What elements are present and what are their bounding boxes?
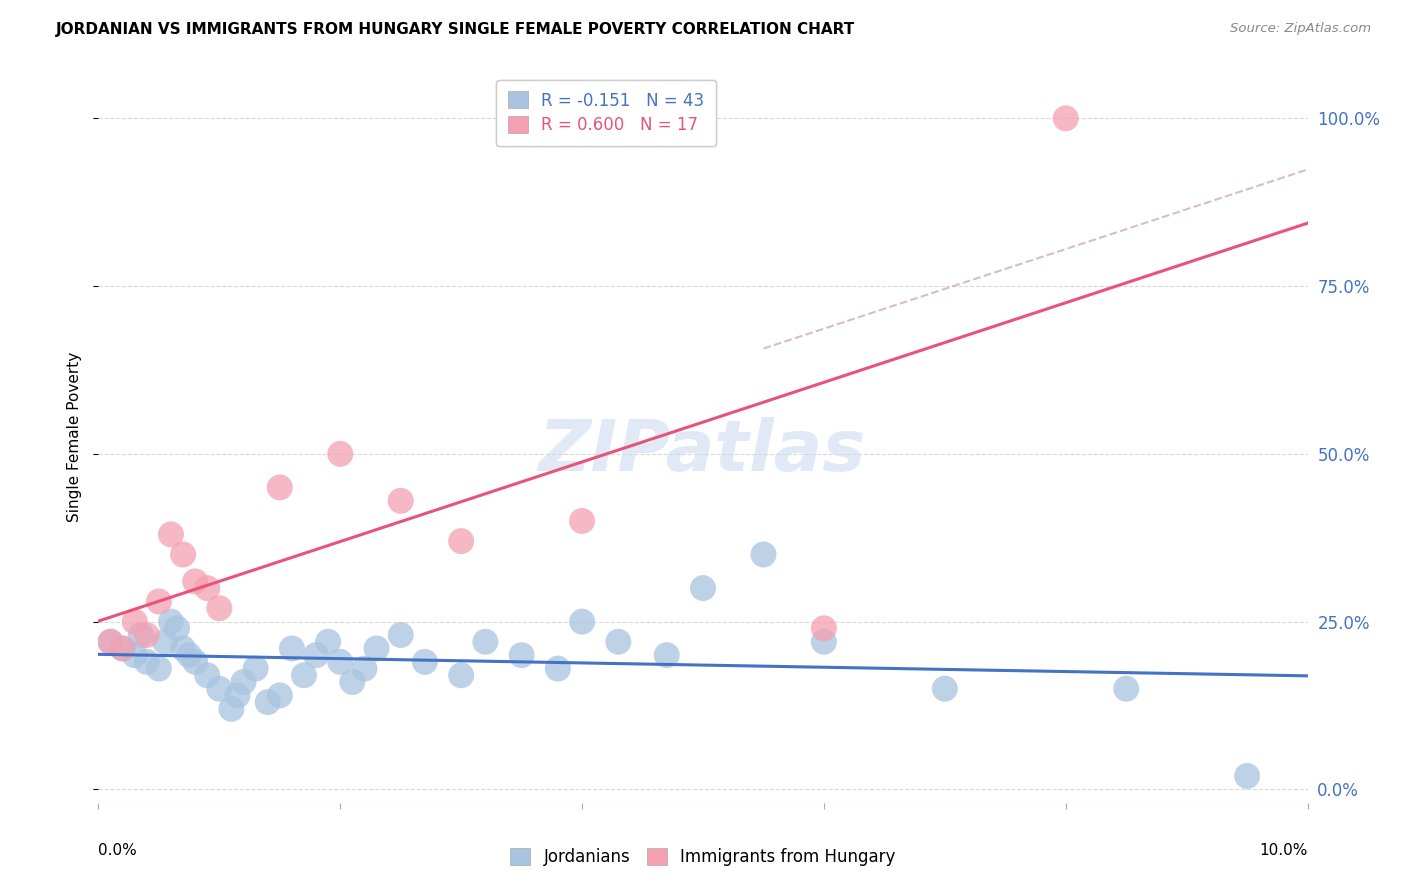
Point xyxy=(208,681,231,696)
Point xyxy=(111,641,134,656)
Point xyxy=(129,628,152,642)
Point xyxy=(353,662,375,676)
Point xyxy=(269,689,291,703)
Point xyxy=(281,641,304,656)
Point xyxy=(208,601,231,615)
Point xyxy=(389,628,412,642)
Text: ZIPatlas: ZIPatlas xyxy=(540,417,866,486)
Point xyxy=(316,634,339,648)
Point xyxy=(135,655,157,669)
Point xyxy=(655,648,678,662)
Point xyxy=(292,668,315,682)
Point xyxy=(813,634,835,648)
Legend: R = -0.151   N = 43, R = 0.600   N = 17: R = -0.151 N = 43, R = 0.600 N = 17 xyxy=(496,79,716,146)
Point xyxy=(1054,112,1077,126)
Point xyxy=(153,634,176,648)
Point xyxy=(160,527,183,541)
Point xyxy=(135,628,157,642)
Point xyxy=(413,655,436,669)
Point xyxy=(342,675,364,690)
Text: 10.0%: 10.0% xyxy=(1260,843,1308,858)
Text: Source: ZipAtlas.com: Source: ZipAtlas.com xyxy=(1230,22,1371,36)
Point xyxy=(571,615,593,629)
Point xyxy=(366,641,388,656)
Point xyxy=(124,648,146,662)
Legend: Jordanians, Immigrants from Hungary: Jordanians, Immigrants from Hungary xyxy=(502,840,904,875)
Point xyxy=(474,634,496,648)
Point xyxy=(329,655,352,669)
Point xyxy=(148,594,170,608)
Point xyxy=(179,648,201,662)
Point xyxy=(195,581,218,595)
Point xyxy=(221,702,243,716)
Y-axis label: Single Female Poverty: Single Female Poverty xyxy=(67,352,83,522)
Point xyxy=(450,668,472,682)
Point xyxy=(172,548,194,562)
Point xyxy=(172,641,194,656)
Point xyxy=(232,675,254,690)
Point xyxy=(1236,769,1258,783)
Point xyxy=(245,662,267,676)
Point xyxy=(510,648,533,662)
Point xyxy=(148,662,170,676)
Point xyxy=(752,548,775,562)
Point xyxy=(226,689,249,703)
Point xyxy=(934,681,956,696)
Point xyxy=(195,668,218,682)
Point xyxy=(571,514,593,528)
Point xyxy=(450,534,472,549)
Point xyxy=(184,574,207,589)
Point xyxy=(329,447,352,461)
Point xyxy=(389,493,412,508)
Point xyxy=(100,634,122,648)
Text: 0.0%: 0.0% xyxy=(98,843,138,858)
Point xyxy=(256,695,278,709)
Point xyxy=(100,634,122,648)
Point xyxy=(269,480,291,494)
Point xyxy=(111,641,134,656)
Point xyxy=(607,634,630,648)
Point xyxy=(692,581,714,595)
Point xyxy=(184,655,207,669)
Point xyxy=(1115,681,1137,696)
Point xyxy=(124,615,146,629)
Point xyxy=(305,648,328,662)
Point xyxy=(160,615,183,629)
Point xyxy=(813,621,835,635)
Point xyxy=(547,662,569,676)
Text: JORDANIAN VS IMMIGRANTS FROM HUNGARY SINGLE FEMALE POVERTY CORRELATION CHART: JORDANIAN VS IMMIGRANTS FROM HUNGARY SIN… xyxy=(56,22,855,37)
Point xyxy=(166,621,188,635)
